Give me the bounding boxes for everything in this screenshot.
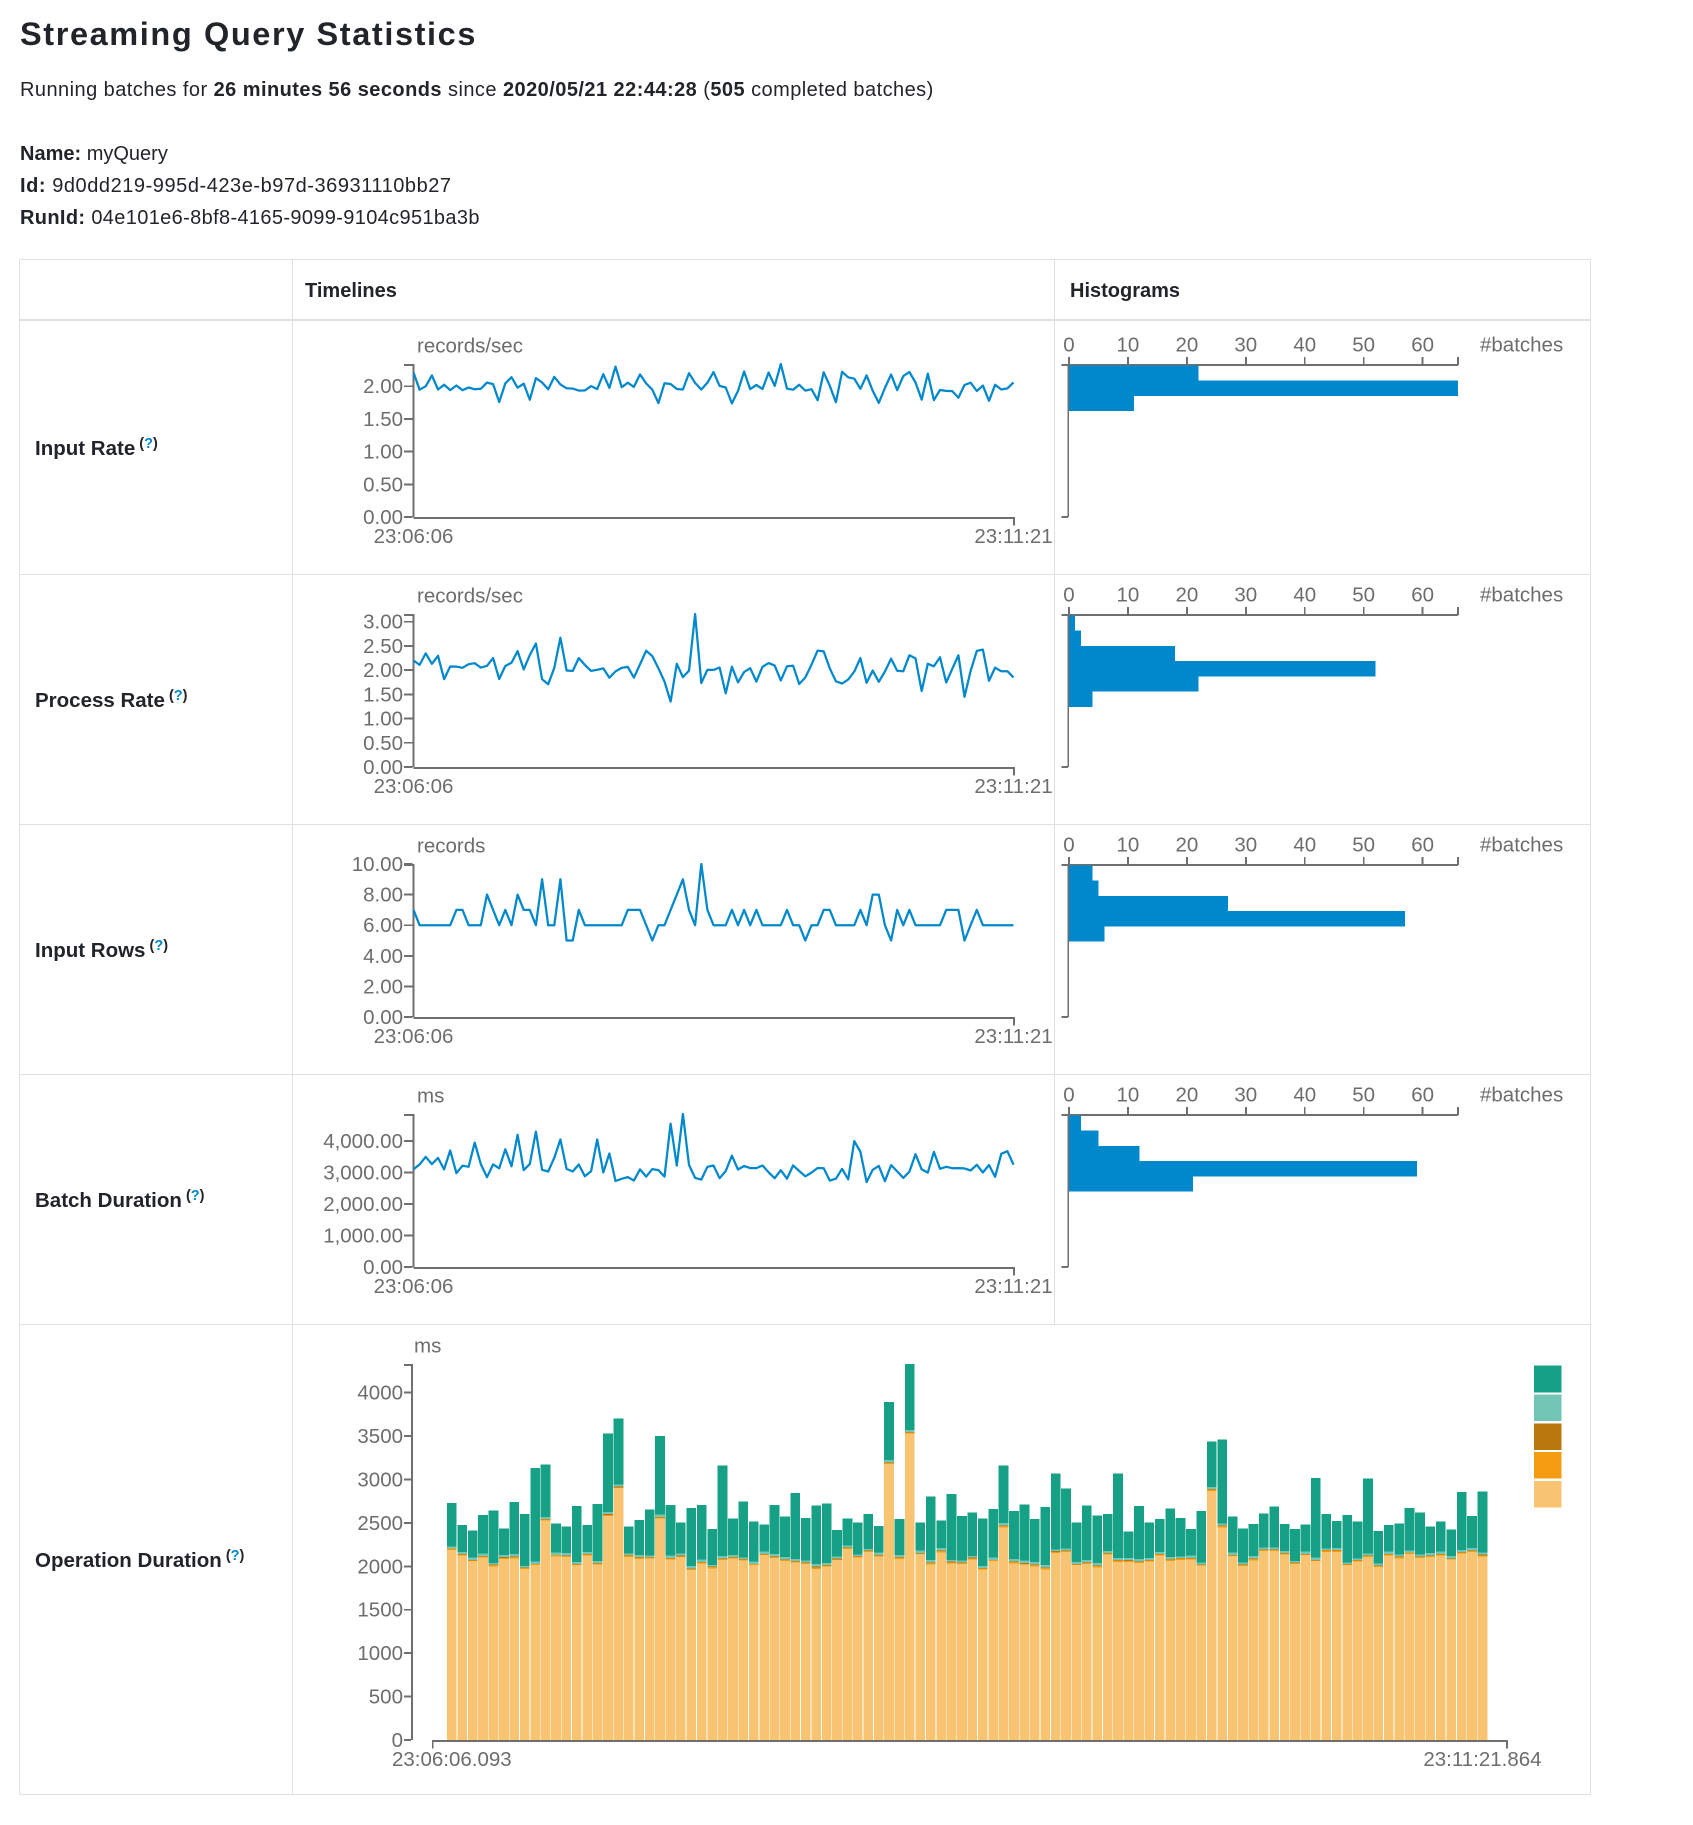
svg-text:1.00: 1.00 (363, 708, 403, 731)
svg-text:10.00: 10.00 (352, 853, 403, 876)
svg-text:1.50: 1.50 (363, 683, 403, 706)
svg-text:Id: 9d0dd219-995d-423e-b97d-36: Id: 9d0dd219-995d-423e-b97d-36931110bb27 (20, 175, 452, 197)
svg-text:2.00: 2.00 (363, 975, 403, 998)
svg-text:23:11:21: 23:11:21 (974, 775, 1052, 798)
svg-text:Timelines: Timelines (305, 280, 397, 302)
svg-text:1,000.00: 1,000.00 (323, 1225, 403, 1248)
svg-text:0: 0 (1063, 833, 1074, 856)
svg-text:Histograms: Histograms (1070, 280, 1180, 302)
svg-text:23:06:06: 23:06:06 (374, 1025, 454, 1048)
svg-text:50: 50 (1352, 1083, 1375, 1106)
svg-text:1.00: 1.00 (363, 441, 403, 464)
svg-text:23:11:21: 23:11:21 (974, 525, 1052, 548)
svg-text:0: 0 (1063, 583, 1074, 606)
svg-text:50: 50 (1352, 583, 1375, 606)
svg-text:#batches: #batches (1480, 833, 1563, 856)
svg-text:2500: 2500 (357, 1512, 403, 1535)
svg-text:10: 10 (1117, 333, 1140, 356)
svg-text:30: 30 (1234, 1083, 1257, 1106)
svg-text:3,000.00: 3,000.00 (323, 1162, 403, 1185)
svg-text:Process Rate (?): Process Rate (?) (35, 688, 188, 712)
svg-text:0.50: 0.50 (363, 732, 403, 755)
svg-text:2.00: 2.00 (363, 659, 403, 682)
svg-text:20: 20 (1175, 333, 1198, 356)
svg-text:30: 30 (1234, 333, 1257, 356)
svg-text:23:06:06.093: 23:06:06.093 (392, 1748, 512, 1771)
svg-text:Input Rate (?): Input Rate (?) (35, 436, 158, 460)
svg-text:Operation Duration (?): Operation Duration (?) (35, 1548, 245, 1572)
svg-text:ms: ms (414, 1335, 441, 1358)
svg-text:23:06:06: 23:06:06 (374, 1275, 454, 1298)
svg-text:3.00: 3.00 (363, 611, 403, 634)
svg-text:20: 20 (1175, 1083, 1198, 1106)
svg-text:2.50: 2.50 (363, 635, 403, 658)
svg-text:1.50: 1.50 (363, 408, 403, 431)
svg-text:0.50: 0.50 (363, 473, 403, 496)
svg-text:60: 60 (1411, 583, 1434, 606)
svg-text:records/sec: records/sec (417, 335, 523, 358)
svg-text:6.00: 6.00 (363, 914, 403, 937)
svg-text:records: records (417, 835, 485, 858)
svg-text:40: 40 (1293, 583, 1316, 606)
svg-text:Streaming Query Statistics: Streaming Query Statistics (20, 16, 477, 52)
svg-text:40: 40 (1293, 833, 1316, 856)
svg-text:2000: 2000 (357, 1555, 403, 1578)
svg-text:records/sec: records/sec (417, 585, 523, 608)
svg-text:Running batches for 26 minutes: Running batches for 26 minutes 56 second… (20, 79, 934, 101)
svg-text:60: 60 (1411, 333, 1434, 356)
svg-text:20: 20 (1175, 833, 1198, 856)
svg-text:23:11:21: 23:11:21 (974, 1275, 1052, 1298)
svg-text:23:11:21.864: 23:11:21.864 (1423, 1748, 1541, 1771)
svg-text:60: 60 (1411, 1083, 1434, 1106)
svg-text:23:11:21: 23:11:21 (974, 1025, 1052, 1048)
svg-text:60: 60 (1411, 833, 1434, 856)
svg-text:#batches: #batches (1480, 583, 1563, 606)
svg-text:Name: myQuery: Name: myQuery (20, 143, 168, 165)
svg-text:3500: 3500 (357, 1425, 403, 1448)
svg-text:20: 20 (1175, 583, 1198, 606)
svg-text:4000: 4000 (357, 1382, 403, 1405)
svg-text:10: 10 (1117, 583, 1140, 606)
svg-text:23:06:06: 23:06:06 (374, 775, 454, 798)
svg-text:ms: ms (417, 1085, 444, 1108)
svg-text:0: 0 (1063, 333, 1074, 356)
svg-text:4.00: 4.00 (363, 945, 403, 968)
svg-text:4,000.00: 4,000.00 (323, 1130, 403, 1153)
svg-text:#batches: #batches (1480, 1083, 1563, 1106)
svg-text:500: 500 (369, 1686, 403, 1709)
svg-text:Batch Duration (?): Batch Duration (?) (35, 1188, 205, 1212)
svg-text:50: 50 (1352, 333, 1375, 356)
svg-text:1500: 1500 (357, 1599, 403, 1622)
svg-text:30: 30 (1234, 583, 1257, 606)
svg-text:23:06:06: 23:06:06 (374, 525, 454, 548)
svg-text:0: 0 (1063, 1083, 1074, 1106)
svg-text:3000: 3000 (357, 1468, 403, 1491)
svg-text:8.00: 8.00 (363, 884, 403, 907)
svg-text:2.00: 2.00 (363, 375, 403, 398)
svg-text:10: 10 (1117, 1083, 1140, 1106)
svg-text:#batches: #batches (1480, 333, 1563, 356)
svg-text:40: 40 (1293, 1083, 1316, 1106)
svg-text:40: 40 (1293, 333, 1316, 356)
svg-text:1000: 1000 (357, 1642, 403, 1665)
svg-text:50: 50 (1352, 833, 1375, 856)
svg-text:2,000.00: 2,000.00 (323, 1193, 403, 1216)
svg-text:30: 30 (1234, 833, 1257, 856)
svg-text:10: 10 (1117, 833, 1140, 856)
svg-text:Input Rows (?): Input Rows (?) (35, 938, 168, 962)
svg-text:RunId: 04e101e6-8bf8-4165-9099: RunId: 04e101e6-8bf8-4165-9099-9104c951b… (20, 207, 480, 229)
